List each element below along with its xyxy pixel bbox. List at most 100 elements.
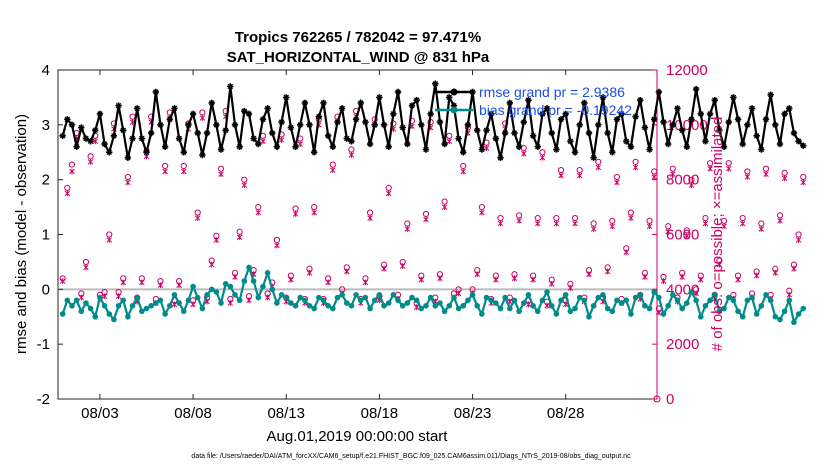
rmse-point (730, 94, 737, 101)
bias-point (311, 305, 317, 312)
rmse-point (161, 143, 169, 150)
bias-point (716, 308, 723, 315)
rmse-point (511, 129, 518, 137)
obs-assimilated-point (446, 138, 453, 145)
rmse-star-stroke (97, 111, 103, 117)
rmse-point (660, 118, 667, 126)
obs-assimilated-point (306, 269, 313, 276)
bias-point (609, 308, 616, 315)
rmse-star-stroke (791, 130, 797, 136)
obs-assimilated-point (763, 171, 769, 178)
bias-point (166, 302, 173, 309)
bias-point (367, 305, 373, 312)
rmse-point (501, 129, 509, 137)
obs-assimilated-point (236, 234, 243, 241)
bias-point (269, 286, 276, 293)
rmse-point (669, 121, 677, 129)
rmse-star-stroke (353, 116, 359, 123)
rmse-point (590, 154, 597, 161)
obs-assimilated-point (702, 220, 709, 227)
rmse-point (492, 135, 500, 142)
rmse-point (758, 146, 765, 153)
rmse-point (413, 96, 420, 104)
rmse-star-stroke (544, 105, 550, 112)
rmse-point (464, 121, 472, 129)
rmse-star-stroke (395, 89, 401, 95)
obs-assimilated-point (455, 290, 462, 297)
rmse-star-stroke (521, 119, 527, 125)
obs-assimilated-point (101, 293, 108, 300)
bias-point (157, 297, 164, 304)
bias-point (73, 297, 80, 304)
rmse-star-stroke (250, 135, 257, 142)
rmse-star-stroke (134, 105, 140, 112)
rmse-point (320, 99, 327, 107)
rmse-point (297, 121, 304, 129)
bias-point (78, 308, 85, 315)
bias-point (558, 297, 564, 304)
rmse-star-stroke (674, 105, 681, 112)
rmse-point (138, 135, 146, 142)
rmse-star-stroke (548, 130, 555, 136)
rmse-point (269, 129, 276, 137)
bias-point (530, 302, 536, 309)
rmse-point (217, 146, 225, 153)
rmse-star-stroke (684, 144, 690, 150)
obs-assimilated-point (474, 271, 480, 278)
rmse-point (152, 88, 160, 96)
bias-point (651, 289, 658, 295)
bias-point (199, 305, 206, 312)
y-left-tick-label: 4 (42, 62, 50, 79)
rmse-star-stroke (716, 127, 723, 134)
rmse-star-stroke (111, 133, 117, 139)
rmse-star-stroke (358, 100, 364, 106)
bias-point (264, 270, 271, 276)
rmse-star-stroke (129, 135, 136, 142)
bias-point (325, 302, 331, 309)
bias-point (292, 302, 299, 309)
obs-assimilated-point (548, 280, 555, 287)
obs-assimilated-point (441, 204, 448, 210)
rmse-star-stroke (753, 133, 760, 139)
rmse-point (604, 129, 611, 137)
rmse-star-stroke (269, 130, 275, 136)
bias-point (576, 294, 583, 301)
rmse-star-stroke (390, 111, 397, 117)
rmse-star-stroke (553, 146, 560, 153)
rmse-point (357, 99, 364, 107)
rmse-point (706, 110, 714, 118)
rmse-star-stroke (139, 135, 145, 142)
obs-assimilated-point (665, 228, 671, 235)
rmse-point (646, 146, 653, 153)
obs-assimilated-point (69, 168, 75, 175)
rmse-star-stroke (283, 94, 289, 101)
rmse-point (683, 143, 691, 150)
bias-point (441, 308, 448, 315)
bias-point (749, 294, 755, 301)
rmse-star-stroke (190, 111, 196, 117)
rmse-point (674, 105, 681, 112)
rmse-point (623, 138, 630, 145)
rmse-point (189, 110, 197, 118)
bias-point (511, 297, 518, 304)
rmse-star-stroke (306, 122, 313, 128)
rmse-star-stroke (376, 94, 383, 101)
rmse-point (208, 99, 215, 107)
bias-point (227, 283, 234, 290)
y-left-tick-label: -1 (37, 336, 50, 353)
rmse-star-stroke (777, 141, 783, 147)
rmse-star-stroke (590, 154, 597, 161)
rmse-point (390, 110, 397, 118)
rmse-point (655, 88, 663, 96)
data-file-footer: data file: /Users/raeder/DAI/ATM_forcXX/… (191, 453, 631, 460)
bias-point (460, 302, 467, 309)
rmse-point (637, 96, 644, 104)
obs-assimilated-point (516, 217, 522, 224)
rmse-point (106, 149, 113, 156)
obs-assimilated-point (576, 172, 583, 179)
bias-point (129, 302, 136, 309)
bias-point (600, 292, 606, 298)
obs-assimilated-point (721, 223, 727, 230)
rmse-point (776, 140, 784, 148)
rmse-point (581, 99, 588, 107)
